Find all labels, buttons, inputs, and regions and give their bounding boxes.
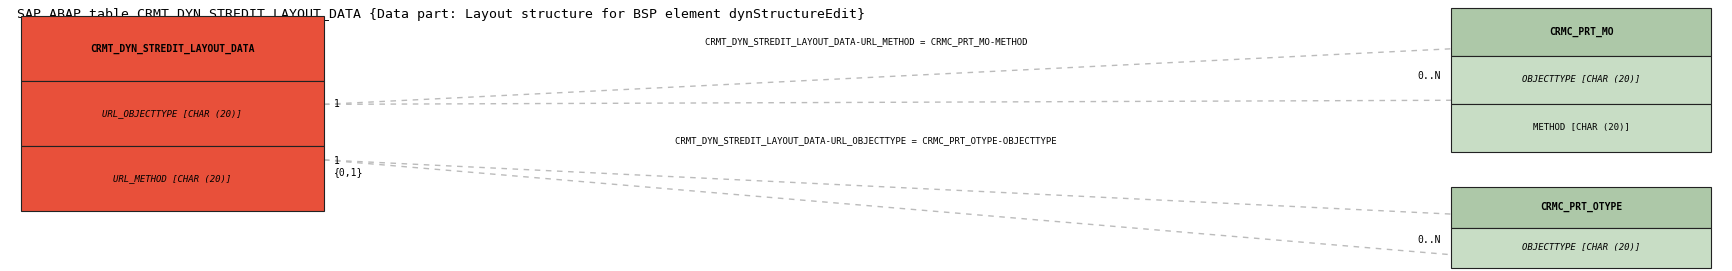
Text: SAP ABAP table CRMT_DYN_STREDIT_LAYOUT_DATA {Data part: Layout structure for BSP: SAP ABAP table CRMT_DYN_STREDIT_LAYOUT_D… (17, 8, 866, 21)
Bar (1451, 8, 1711, 56)
Text: URL_METHOD [CHAR (20)]: URL_METHOD [CHAR (20)] (113, 174, 232, 183)
Text: CRMT_DYN_STREDIT_LAYOUT_DATA: CRMT_DYN_STREDIT_LAYOUT_DATA (90, 44, 255, 54)
Text: CRMC_PRT_MO: CRMC_PRT_MO (1548, 27, 1614, 37)
Bar (1451, 56, 1711, 104)
Bar (21, 16, 324, 81)
Text: 1: 1 (334, 99, 339, 109)
Text: 0..N: 0..N (1417, 71, 1441, 81)
Text: OBJECTTYPE [CHAR (20)]: OBJECTTYPE [CHAR (20)] (1522, 243, 1640, 253)
Bar (1451, 104, 1711, 152)
Text: METHOD [CHAR (20)]: METHOD [CHAR (20)] (1533, 123, 1630, 132)
Text: URL_OBJECTTYPE [CHAR (20)]: URL_OBJECTTYPE [CHAR (20)] (102, 109, 242, 118)
Text: CRMT_DYN_STREDIT_LAYOUT_DATA-URL_OBJECTTYPE = CRMC_PRT_OTYPE-OBJECTTYPE: CRMT_DYN_STREDIT_LAYOUT_DATA-URL_OBJECTT… (675, 136, 1057, 146)
Bar (21, 146, 324, 211)
Text: CRMC_PRT_OTYPE: CRMC_PRT_OTYPE (1540, 202, 1623, 212)
Text: CRMT_DYN_STREDIT_LAYOUT_DATA-URL_METHOD = CRMC_PRT_MO-METHOD: CRMT_DYN_STREDIT_LAYOUT_DATA-URL_METHOD … (705, 37, 1027, 47)
Bar (1451, 228, 1711, 268)
Text: OBJECTTYPE [CHAR (20)]: OBJECTTYPE [CHAR (20)] (1522, 75, 1640, 85)
Bar (1451, 187, 1711, 228)
Text: 1
{0,1}: 1 {0,1} (334, 156, 364, 178)
Bar (21, 81, 324, 146)
Text: 0..N: 0..N (1417, 235, 1441, 245)
